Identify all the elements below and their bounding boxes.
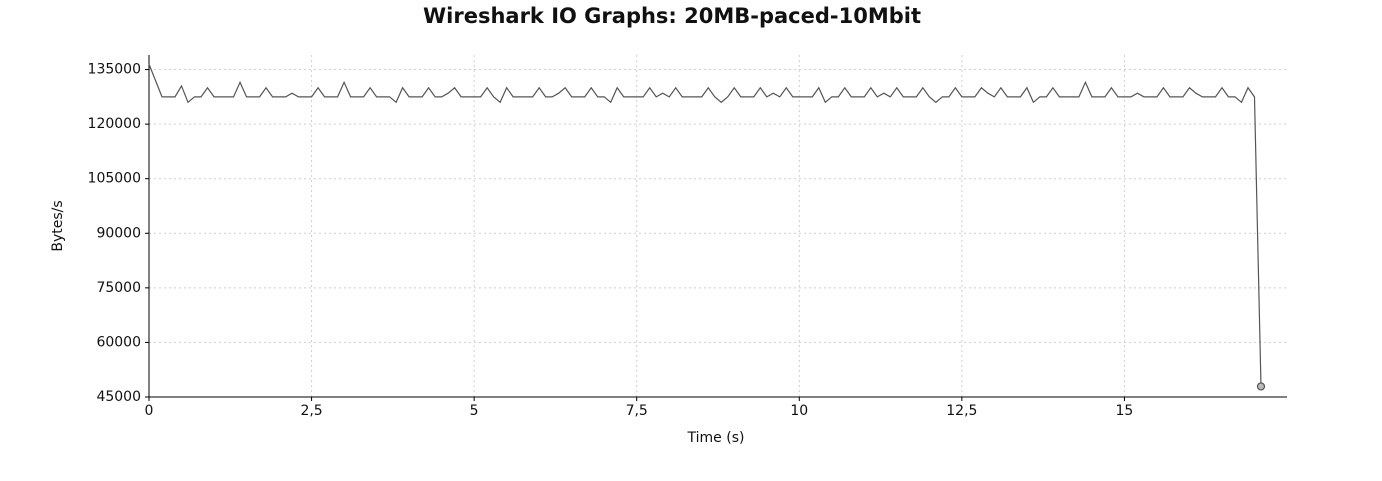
x-tick-label: 2,5 <box>300 403 322 419</box>
x-tick-label: 0 <box>145 403 154 419</box>
x-axis-label: Time (s) <box>687 430 745 446</box>
chart-title: Wireshark IO Graphs: 20MB-paced-10Mbit <box>423 4 921 28</box>
point-marker <box>1256 382 1266 391</box>
x-tick-label: 15 <box>1116 403 1134 419</box>
x-tick-label: 12,5 <box>946 403 977 419</box>
x-tick-label: 5 <box>470 403 479 419</box>
y-tick-label: 45000 <box>96 389 141 405</box>
data-line <box>148 63 1262 387</box>
y-tick-label: 120000 <box>88 116 141 132</box>
y-tick-label: 135000 <box>88 62 141 78</box>
x-tick-label: 7,5 <box>626 403 648 419</box>
y-tick-label: 105000 <box>88 171 141 187</box>
y-tick-label: 90000 <box>96 225 141 241</box>
x-tick-label: 10 <box>790 403 808 419</box>
y-axis-label: Bytes/s <box>50 200 66 251</box>
y-tick-label: 60000 <box>96 334 141 350</box>
y-tick-label: 75000 <box>96 280 141 296</box>
